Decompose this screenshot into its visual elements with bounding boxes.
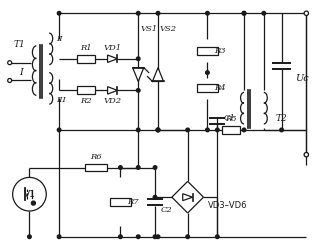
Text: VD2: VD2 bbox=[103, 97, 122, 105]
Text: VS2: VS2 bbox=[160, 25, 177, 33]
Circle shape bbox=[206, 71, 209, 74]
Polygon shape bbox=[133, 68, 144, 82]
Polygon shape bbox=[107, 87, 118, 94]
Circle shape bbox=[137, 166, 140, 169]
Circle shape bbox=[153, 166, 157, 169]
Circle shape bbox=[186, 235, 190, 239]
Bar bbox=[77, 55, 95, 63]
Text: II: II bbox=[56, 35, 63, 43]
Text: Uc: Uc bbox=[295, 74, 309, 83]
Text: VD1: VD1 bbox=[103, 44, 122, 52]
Circle shape bbox=[13, 177, 46, 211]
Circle shape bbox=[137, 89, 140, 92]
Circle shape bbox=[118, 166, 122, 169]
Circle shape bbox=[137, 128, 140, 132]
Circle shape bbox=[156, 128, 160, 132]
Text: R5: R5 bbox=[225, 115, 237, 123]
Circle shape bbox=[31, 201, 35, 205]
Text: VS1: VS1 bbox=[140, 25, 157, 33]
Bar bbox=[110, 198, 131, 206]
Circle shape bbox=[137, 235, 140, 239]
Circle shape bbox=[156, 128, 160, 132]
Circle shape bbox=[304, 11, 308, 15]
Circle shape bbox=[57, 128, 61, 132]
Bar bbox=[197, 47, 218, 55]
Text: R7: R7 bbox=[127, 198, 139, 206]
Circle shape bbox=[8, 61, 12, 65]
Polygon shape bbox=[183, 194, 193, 201]
Circle shape bbox=[206, 11, 209, 15]
Circle shape bbox=[242, 128, 246, 132]
Circle shape bbox=[305, 153, 308, 156]
Circle shape bbox=[280, 128, 283, 132]
Circle shape bbox=[242, 11, 246, 15]
Text: V1: V1 bbox=[23, 190, 35, 199]
Bar bbox=[197, 85, 218, 92]
Text: R4: R4 bbox=[214, 84, 226, 93]
Circle shape bbox=[242, 11, 246, 15]
Text: C2: C2 bbox=[161, 206, 173, 214]
Text: C1: C1 bbox=[223, 114, 235, 122]
Circle shape bbox=[156, 11, 160, 15]
Circle shape bbox=[137, 57, 140, 61]
Text: R3: R3 bbox=[214, 47, 226, 55]
Circle shape bbox=[153, 195, 157, 199]
Circle shape bbox=[28, 235, 31, 239]
Circle shape bbox=[118, 235, 122, 239]
Circle shape bbox=[216, 128, 219, 132]
Circle shape bbox=[262, 11, 265, 15]
Text: R6: R6 bbox=[90, 153, 101, 161]
Text: R1: R1 bbox=[80, 44, 92, 52]
Circle shape bbox=[137, 11, 140, 15]
Text: III: III bbox=[56, 96, 66, 104]
Text: T2: T2 bbox=[276, 114, 288, 123]
Circle shape bbox=[206, 128, 209, 132]
Circle shape bbox=[8, 79, 12, 83]
Text: T1: T1 bbox=[14, 40, 26, 49]
Circle shape bbox=[304, 153, 308, 157]
Circle shape bbox=[186, 128, 190, 132]
Bar bbox=[77, 86, 95, 94]
Circle shape bbox=[216, 235, 219, 239]
Bar bbox=[222, 126, 240, 134]
Polygon shape bbox=[152, 68, 164, 82]
Circle shape bbox=[153, 235, 157, 239]
Bar bbox=[85, 163, 106, 171]
Text: I: I bbox=[20, 68, 23, 77]
Circle shape bbox=[57, 235, 61, 239]
Circle shape bbox=[156, 128, 160, 132]
Polygon shape bbox=[107, 55, 118, 62]
Circle shape bbox=[156, 235, 160, 239]
Text: VD3–VD6: VD3–VD6 bbox=[207, 201, 247, 210]
Circle shape bbox=[57, 11, 61, 15]
Text: R2: R2 bbox=[80, 97, 92, 105]
